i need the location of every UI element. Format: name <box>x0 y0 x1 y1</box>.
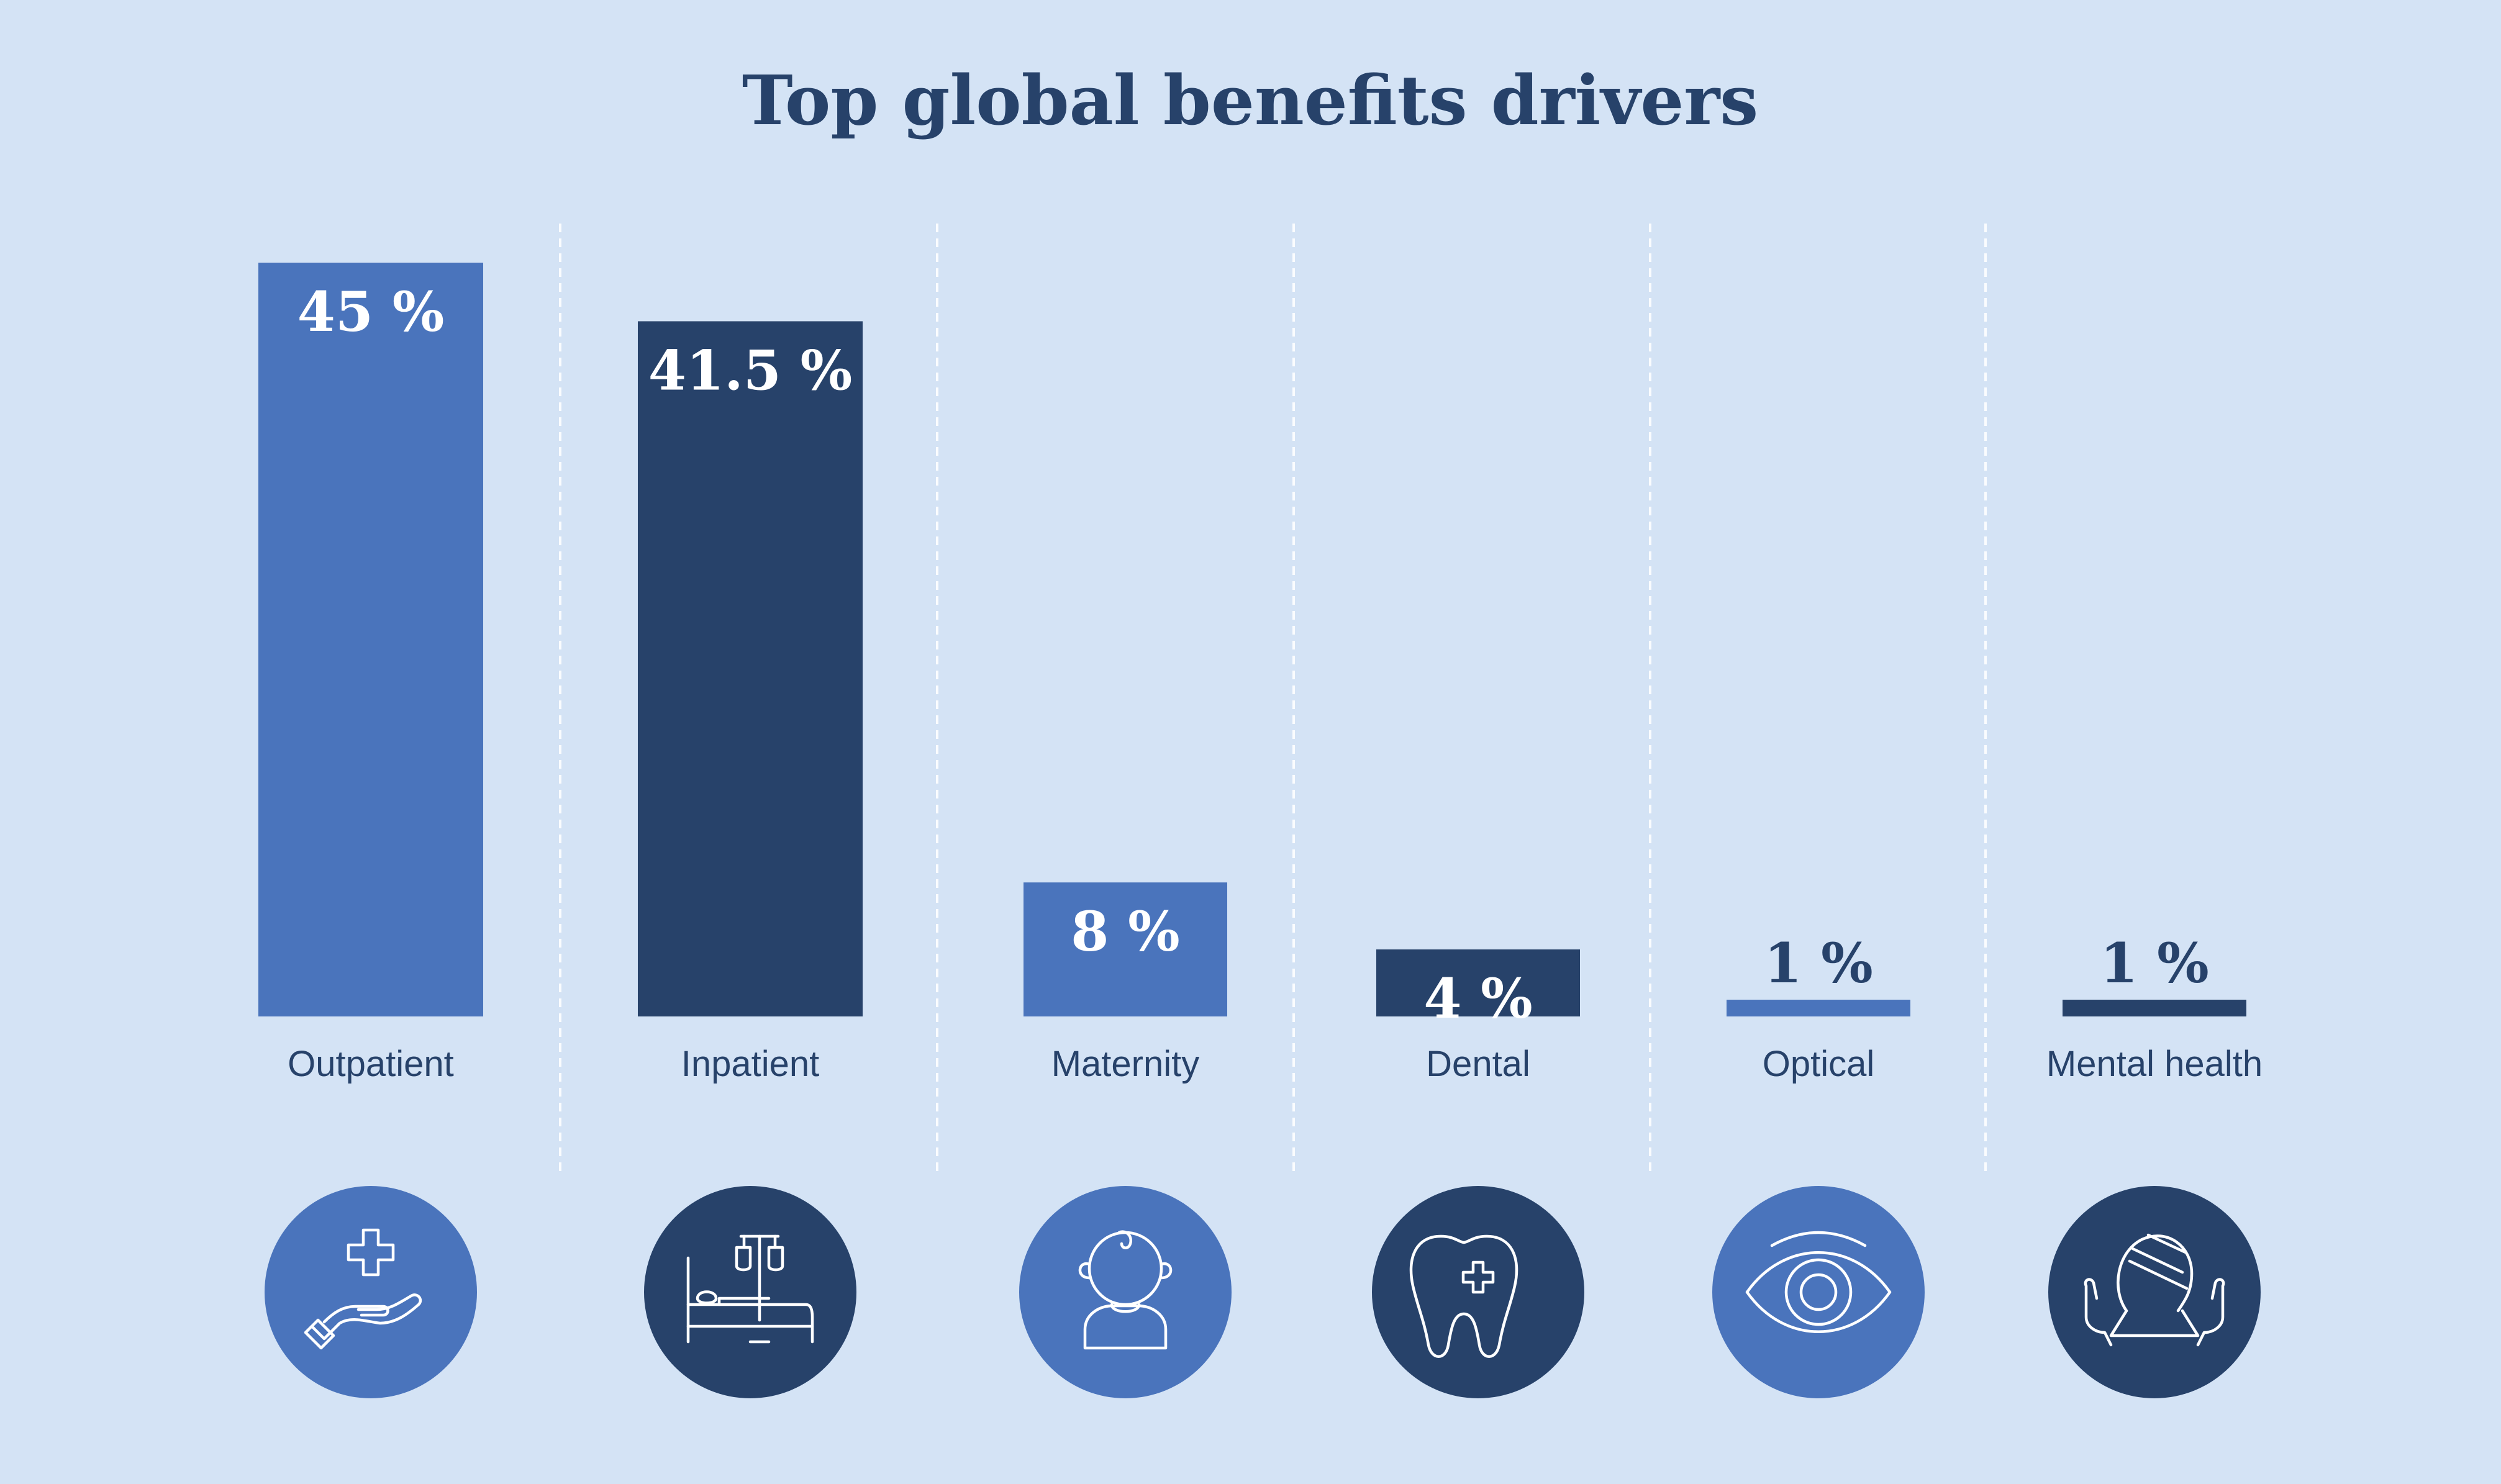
eye-icon <box>1712 1186 1925 1398</box>
tooth-icon <box>1372 1186 1584 1398</box>
chart-title: Top global benefits drivers <box>742 60 1758 140</box>
category-label-inpatient: Inpatient <box>681 1044 820 1084</box>
value-label-mental-health: 1 % <box>2100 931 2208 995</box>
category-labels: Outpatient Inpatient Maternity Dental Optica… <box>288 1044 2263 1084</box>
hands-head-icon <box>2048 1186 2261 1398</box>
category-icons <box>265 1186 2261 1398</box>
baby-icon <box>1019 1186 1232 1398</box>
hospital-bed-icon <box>644 1186 856 1398</box>
value-label-dental: 4 % <box>1423 966 1532 1031</box>
category-label-outpatient: Outpatient <box>288 1044 454 1084</box>
bar-outpatient <box>258 263 483 1016</box>
category-label-mental-health: Mental health <box>2046 1044 2263 1084</box>
value-labels: 45 % 41.5 % 8 % 4 % 1 % 1 % <box>297 279 2209 1031</box>
value-label-outpatient: 45 % <box>297 279 445 344</box>
bar-inpatient <box>638 321 863 1016</box>
category-label-optical: Optical <box>1763 1044 1875 1084</box>
bar-maternity <box>1024 882 1227 1016</box>
value-label-optical: 1 % <box>1764 931 1872 995</box>
bar-mental-health <box>2063 1000 2246 1016</box>
category-label-dental: Dental <box>1426 1044 1530 1084</box>
value-label-maternity: 8 % <box>1071 899 1179 964</box>
category-label-maternity: Maternity <box>1051 1044 1200 1084</box>
column-dividers <box>559 224 1987 1174</box>
hand-medical-cross-icon <box>265 1186 477 1398</box>
bar-dental <box>1376 949 1580 1016</box>
bar-optical <box>1727 1000 1910 1016</box>
bars <box>258 263 2246 1016</box>
value-label-inpatient: 41.5 % <box>648 338 853 402</box>
